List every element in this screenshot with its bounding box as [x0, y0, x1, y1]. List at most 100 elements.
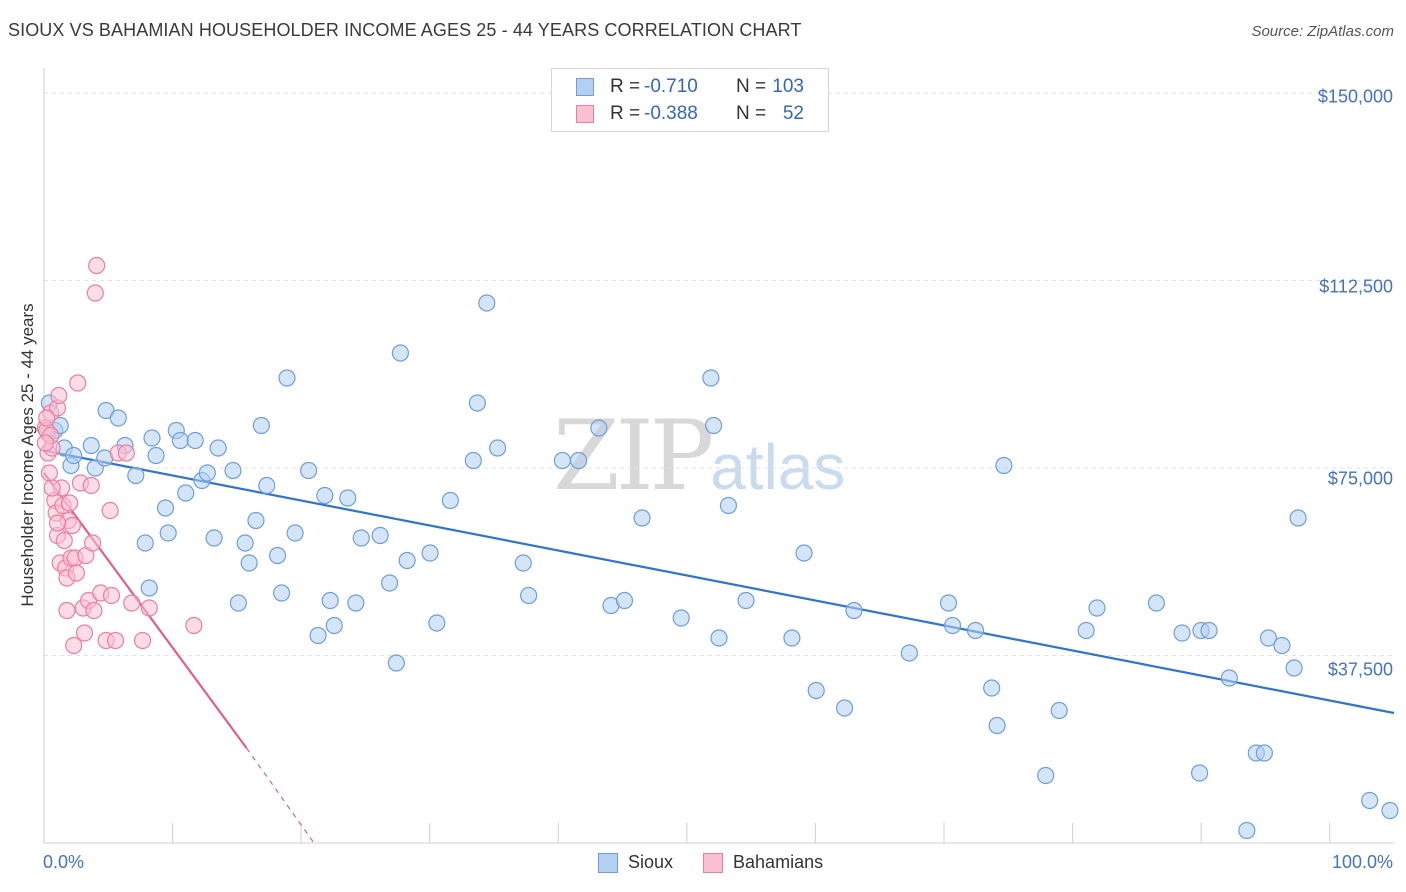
sioux-point-94 — [1220, 669, 1238, 687]
bahamians-legend-swatch — [703, 852, 724, 873]
sioux-point-22 — [177, 484, 195, 502]
sioux-point-11 — [109, 409, 127, 427]
sioux-point-80 — [943, 616, 962, 635]
sioux-point-100 — [1285, 659, 1303, 677]
sioux-point-34 — [258, 476, 276, 495]
sioux-point-101 — [1289, 509, 1307, 527]
sioux-point-48 — [381, 574, 399, 592]
sioux-trendline — [43, 449, 1395, 715]
sioux-point-32 — [247, 511, 265, 530]
chart-title: SIOUX VS BAHAMIAN HOUSEHOLDER INCOME AGE… — [8, 20, 802, 40]
sioux-point-61 — [553, 451, 572, 470]
sioux-point-58 — [489, 439, 507, 457]
bahamian-point-38 — [102, 586, 121, 605]
sioux-point-97 — [1255, 744, 1274, 762]
bahamian-point-39 — [106, 631, 125, 650]
y-tick-label-150000: $150,000 — [1317, 86, 1393, 107]
n-label: N = — [736, 103, 767, 124]
trendlines — [43, 449, 1395, 844]
r-label: R = — [610, 103, 641, 124]
bahamian-point-11 — [50, 386, 68, 405]
sioux-point-65 — [615, 591, 634, 610]
sioux-point-88 — [1088, 599, 1106, 617]
sioux-point-54 — [441, 491, 459, 510]
sioux-point-69 — [702, 369, 720, 387]
sioux-point-17 — [147, 446, 165, 465]
sioux-point-36 — [273, 584, 291, 602]
sioux-point-15 — [140, 579, 158, 597]
sioux-point-37 — [278, 369, 296, 387]
sioux-point-26 — [205, 529, 223, 547]
bahamian-point-49 — [55, 531, 73, 550]
sioux-point-43 — [325, 616, 343, 635]
sioux-point-78 — [900, 644, 918, 662]
sioux-point-25 — [198, 464, 216, 482]
sioux-point-90 — [1173, 624, 1191, 642]
sioux-point-16 — [143, 429, 161, 447]
sioux-point-55 — [464, 451, 482, 470]
bahamian-point-23 — [67, 564, 86, 582]
bahamian-point-33 — [86, 284, 104, 302]
sioux-point-19 — [159, 524, 177, 542]
sioux-point-14 — [136, 534, 154, 552]
sioux-point-52 — [421, 544, 439, 562]
sioux-point-31 — [240, 554, 258, 572]
axes — [43, 68, 1394, 844]
sioux-point-79 — [939, 594, 958, 612]
sioux-point-98 — [1259, 629, 1278, 647]
sioux-point-29 — [229, 594, 247, 612]
sioux-point-46 — [352, 529, 370, 547]
legend-item-sioux[interactable]: Sioux — [598, 852, 673, 873]
sioux-point-30 — [236, 534, 254, 552]
sioux-point-68 — [704, 416, 723, 435]
sioux-point-63 — [590, 419, 608, 437]
bahamian-point-44 — [140, 599, 158, 617]
sioux-point-59 — [514, 554, 532, 572]
sioux-point-45 — [347, 594, 365, 612]
bahamian-point-19 — [61, 494, 79, 512]
sioux-legend-label: Sioux — [628, 852, 674, 872]
bahamian-point-45 — [185, 616, 203, 635]
sioux-point-23 — [186, 431, 204, 450]
sioux-point-91 — [1190, 764, 1209, 782]
sioux-point-99 — [1273, 636, 1291, 655]
sioux-point-44 — [339, 489, 357, 507]
correlation-legend: R = -0.710 N = 103 R = -0.388 N = 52 — [551, 68, 829, 132]
sioux-point-35 — [268, 546, 287, 565]
bahamians-legend-label: Bahamians — [733, 852, 824, 872]
n-value: 103 — [772, 76, 804, 97]
bahamian-point-42 — [123, 594, 141, 612]
watermark-atlas: atlas — [710, 431, 846, 503]
legend-item-bahamians[interactable]: Bahamians — [703, 852, 823, 873]
sioux-point-103 — [1381, 801, 1399, 820]
sioux-point-71 — [719, 496, 738, 515]
bahamian-point-30 — [82, 476, 100, 495]
bahamian-point-51 — [48, 514, 67, 532]
sioux-point-83 — [988, 716, 1006, 735]
r-value: -0.388 — [644, 103, 698, 124]
bahamian-point-17 — [58, 601, 76, 620]
bahamian-point-48 — [43, 479, 61, 497]
sioux-point-27 — [209, 439, 227, 457]
sioux-point-86 — [1050, 701, 1068, 720]
legend-row-sioux: R = -0.710 N = 103 — [576, 75, 804, 99]
bahamians-swatch — [576, 105, 594, 123]
sioux-swatch — [576, 78, 594, 96]
bahamian-point-31 — [83, 534, 102, 552]
sioux-point-33 — [252, 416, 270, 435]
bahamian-point-46 — [36, 434, 54, 452]
sioux-point-13 — [127, 466, 145, 485]
sioux-point-57 — [478, 294, 496, 312]
bahamian-point-34 — [88, 256, 106, 275]
sioux-point-102 — [1361, 791, 1379, 810]
sioux-point-47 — [371, 526, 389, 545]
sioux-point-18 — [156, 499, 175, 517]
sioux-point-40 — [309, 626, 327, 645]
sioux-point-77 — [845, 601, 863, 620]
y-axis-label: Householder Income Ages 25 - 44 years — [18, 303, 37, 607]
sioux-point-21 — [171, 431, 189, 450]
sioux-point-82 — [983, 679, 1001, 697]
sioux-point-53 — [428, 614, 446, 632]
sioux-point-38 — [286, 524, 304, 542]
